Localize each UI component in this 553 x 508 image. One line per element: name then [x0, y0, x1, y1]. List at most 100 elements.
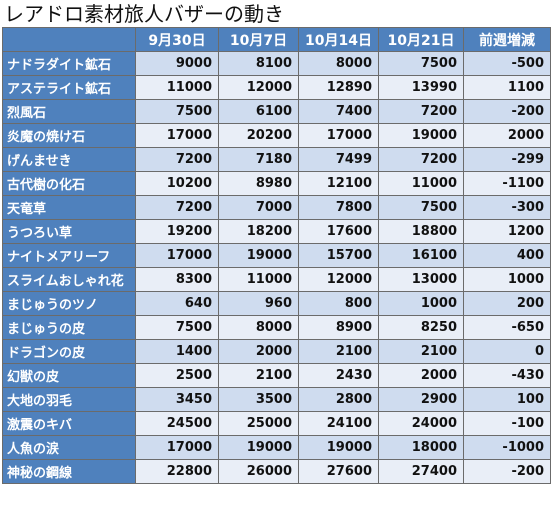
price-oct21-cell: 2900: [378, 387, 464, 412]
price-oct14-cell: 27600: [298, 459, 379, 484]
header-row: 9月30日 10月7日 10月14日 10月21日 前週増減: [2, 27, 551, 52]
table-row: 激震のキバ 24500 25000 24100 24000 -100: [2, 411, 551, 436]
price-oct21-cell: 7200: [378, 147, 464, 172]
item-name-cell: アステライト鉱石: [2, 75, 136, 100]
table-row: 幻獣の皮 2500 2100 2430 2000 -430: [2, 363, 551, 388]
item-name-cell: 神秘の鋼線: [2, 459, 136, 484]
weekly-change-cell: -430: [463, 363, 551, 388]
price-oct21-cell: 2100: [378, 339, 464, 364]
header-weekly-change: 前週増減: [463, 27, 551, 52]
price-oct14-cell: 7800: [298, 195, 379, 220]
price-oct7-cell: 19000: [218, 435, 299, 460]
price-oct21-cell: 27400: [378, 459, 464, 484]
weekly-change-cell: -200: [463, 459, 551, 484]
item-name-cell: うつろい草: [2, 219, 136, 244]
table-body: ナドラダイト鉱石 9000 8100 8000 7500 -500 アステライト鉱石 1100…: [2, 51, 551, 484]
table-row: ドラゴンの皮 1400 2000 2100 2100 0: [2, 339, 551, 364]
price-oct7-cell: 8000: [218, 315, 299, 340]
price-oct14-cell: 12000: [298, 267, 379, 292]
table-row: 大地の羽毛 3450 3500 2800 2900 100: [2, 387, 551, 412]
weekly-change-cell: 100: [463, 387, 551, 412]
item-name-cell: 天竜草: [2, 195, 136, 220]
header-corner: [2, 27, 136, 52]
price-oct14-cell: 7499: [298, 147, 379, 172]
weekly-change-cell: 1000: [463, 267, 551, 292]
price-sep30-cell: 7200: [135, 147, 219, 172]
price-oct14-cell: 17600: [298, 219, 379, 244]
price-oct14-cell: 2430: [298, 363, 379, 388]
table-row: 烈風石 7500 6100 7400 7200 -200: [2, 99, 551, 124]
price-oct21-cell: 19000: [378, 123, 464, 148]
price-oct7-cell: 12000: [218, 75, 299, 100]
weekly-change-cell: -1100: [463, 171, 551, 196]
price-sep30-cell: 17000: [135, 123, 219, 148]
price-oct14-cell: 12890: [298, 75, 379, 100]
price-oct21-cell: 7200: [378, 99, 464, 124]
weekly-change-cell: 400: [463, 243, 551, 268]
price-oct21-cell: 7500: [378, 51, 464, 76]
price-oct14-cell: 7400: [298, 99, 379, 124]
table-row: 人魚の涙 17000 19000 19000 18000 -1000: [2, 435, 551, 460]
price-oct7-cell: 2100: [218, 363, 299, 388]
item-name-cell: 激震のキバ: [2, 411, 136, 436]
price-oct7-cell: 960: [218, 291, 299, 316]
price-oct21-cell: 18800: [378, 219, 464, 244]
item-name-cell: ナドラダイト鉱石: [2, 51, 136, 76]
item-name-cell: 烈風石: [2, 99, 136, 124]
table-row: ナイトメアリーフ 17000 19000 15700 16100 400: [2, 243, 551, 268]
weekly-change-cell: -299: [463, 147, 551, 172]
item-name-cell: 古代樹の化石: [2, 171, 136, 196]
price-oct21-cell: 13000: [378, 267, 464, 292]
weekly-change-cell: -1000: [463, 435, 551, 460]
price-oct14-cell: 2100: [298, 339, 379, 364]
price-oct21-cell: 1000: [378, 291, 464, 316]
table-row: 古代樹の化石 10200 8980 12100 11000 -1100: [2, 171, 551, 196]
price-oct14-cell: 12100: [298, 171, 379, 196]
price-oct21-cell: 8250: [378, 315, 464, 340]
price-oct7-cell: 7180: [218, 147, 299, 172]
item-name-cell: まじゅうのツノ: [2, 291, 136, 316]
price-sep30-cell: 7200: [135, 195, 219, 220]
item-name-cell: 幻獣の皮: [2, 363, 136, 388]
price-oct7-cell: 7000: [218, 195, 299, 220]
weekly-change-cell: -100: [463, 411, 551, 436]
item-name-cell: ドラゴンの皮: [2, 339, 136, 364]
price-oct14-cell: 2800: [298, 387, 379, 412]
price-oct7-cell: 18200: [218, 219, 299, 244]
price-oct7-cell: 20200: [218, 123, 299, 148]
header-date-oct7: 10月7日: [218, 27, 299, 52]
item-name-cell: 炎魔の焼け石: [2, 123, 136, 148]
price-oct7-cell: 2000: [218, 339, 299, 364]
price-sep30-cell: 7500: [135, 99, 219, 124]
price-sep30-cell: 10200: [135, 171, 219, 196]
price-oct21-cell: 24000: [378, 411, 464, 436]
price-table: 9月30日 10月7日 10月14日 10月21日 前週増減 ナドラダイト鉱石 9…: [2, 27, 551, 484]
price-oct21-cell: 16100: [378, 243, 464, 268]
price-oct14-cell: 19000: [298, 435, 379, 460]
table-row: 天竜草 7200 7000 7800 7500 -300: [2, 195, 551, 220]
weekly-change-cell: -300: [463, 195, 551, 220]
price-oct21-cell: 13990: [378, 75, 464, 100]
table-row: うつろい草 19200 18200 17600 18800 1200: [2, 219, 551, 244]
price-sep30-cell: 22800: [135, 459, 219, 484]
price-sep30-cell: 17000: [135, 435, 219, 460]
item-name-cell: ナイトメアリーフ: [2, 243, 136, 268]
table-row: スライムおしゃれ花 8300 11000 12000 13000 1000: [2, 267, 551, 292]
weekly-change-cell: -650: [463, 315, 551, 340]
table-row: 炎魔の焼け石 17000 20200 17000 19000 2000: [2, 123, 551, 148]
price-oct14-cell: 800: [298, 291, 379, 316]
price-sep30-cell: 11000: [135, 75, 219, 100]
price-sep30-cell: 17000: [135, 243, 219, 268]
weekly-change-cell: 1200: [463, 219, 551, 244]
price-sep30-cell: 19200: [135, 219, 219, 244]
page-title: レアドロ素材旅人バザーの動き: [4, 2, 284, 26]
weekly-change-cell: 0: [463, 339, 551, 364]
price-sep30-cell: 2500: [135, 363, 219, 388]
price-oct7-cell: 8980: [218, 171, 299, 196]
price-oct7-cell: 26000: [218, 459, 299, 484]
table-row: アステライト鉱石 11000 12000 12890 13990 1100: [2, 75, 551, 100]
header-date-sep30: 9月30日: [135, 27, 219, 52]
table-row: ナドラダイト鉱石 9000 8100 8000 7500 -500: [2, 51, 551, 76]
header-date-oct21: 10月21日: [378, 27, 464, 52]
price-oct21-cell: 2000: [378, 363, 464, 388]
